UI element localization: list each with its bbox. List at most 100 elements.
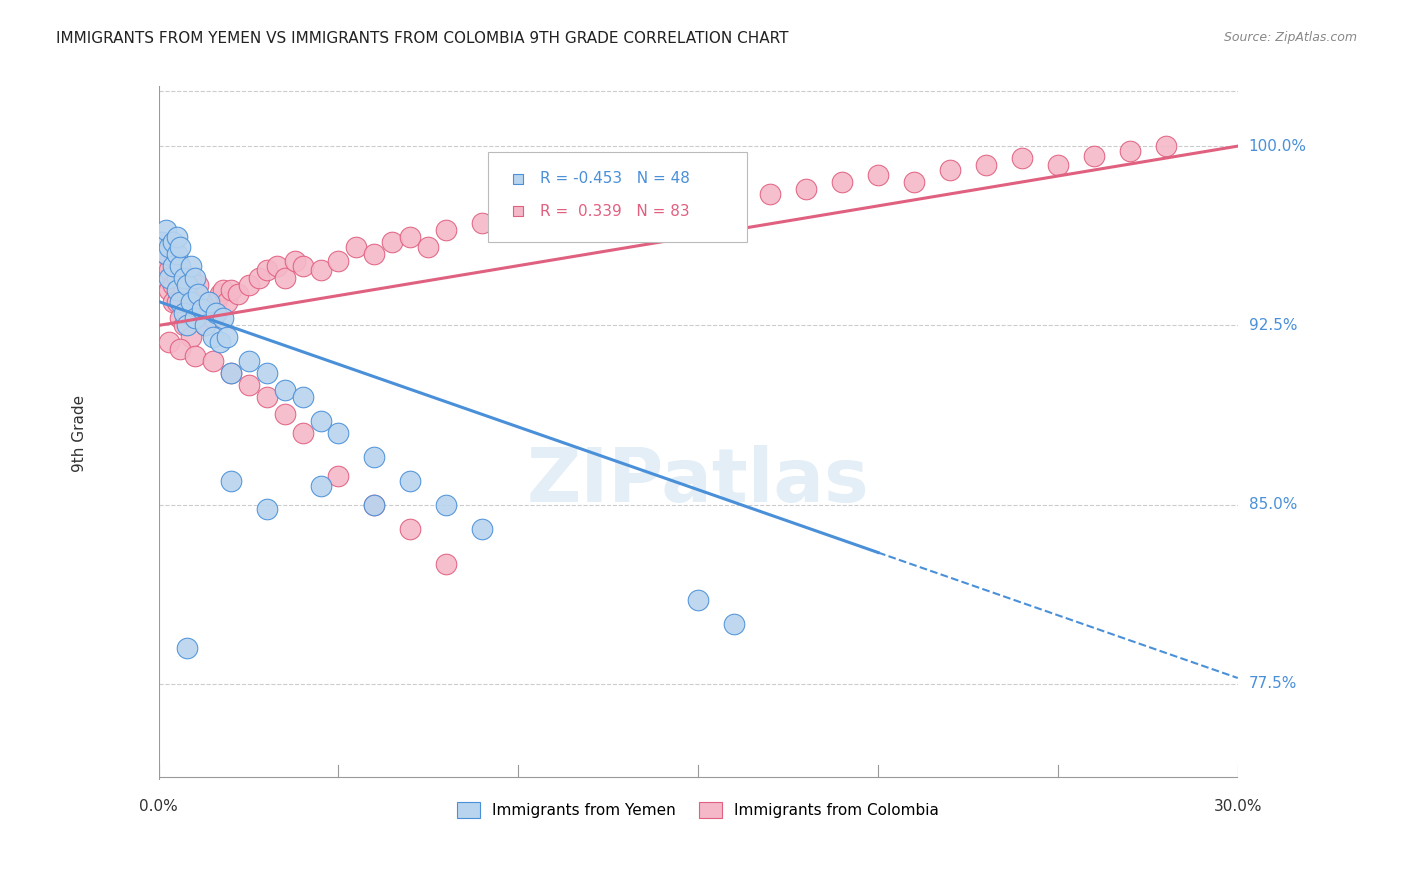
Point	[150, 246, 173, 260]
Point	[159, 239, 181, 253]
Point	[194, 318, 217, 333]
Point	[256, 366, 278, 380]
Point	[176, 306, 198, 320]
Point	[238, 378, 260, 392]
Text: 92.5%: 92.5%	[1249, 318, 1296, 333]
Point	[212, 283, 235, 297]
Point	[759, 186, 782, 201]
Point	[974, 158, 997, 172]
Text: R =  0.339   N = 83: R = 0.339 N = 83	[540, 203, 689, 219]
Point	[723, 206, 745, 220]
Point	[291, 259, 314, 273]
Point	[1346, 569, 1368, 583]
Point	[1154, 139, 1177, 153]
Point	[399, 474, 422, 488]
Point	[169, 259, 191, 273]
Point	[155, 223, 177, 237]
Point	[198, 301, 221, 316]
Point	[159, 263, 181, 277]
Point	[183, 311, 205, 326]
Point	[159, 283, 181, 297]
Point	[201, 354, 224, 368]
Point	[471, 522, 494, 536]
Point	[166, 294, 188, 309]
Text: 30.0%: 30.0%	[1213, 798, 1263, 814]
Point	[183, 294, 205, 309]
Point	[183, 311, 205, 326]
Point	[436, 498, 458, 512]
Point	[183, 350, 205, 364]
Point	[309, 478, 332, 492]
Point	[150, 235, 173, 249]
Point	[1346, 457, 1368, 471]
Point	[939, 163, 962, 178]
Point	[159, 270, 181, 285]
Point	[328, 425, 350, 440]
Point	[155, 246, 177, 260]
Point	[363, 498, 385, 512]
Point	[219, 366, 242, 380]
FancyBboxPatch shape	[488, 153, 747, 243]
Point	[155, 246, 177, 260]
Point	[176, 318, 198, 333]
Point	[381, 235, 404, 249]
Point	[173, 283, 195, 297]
Point	[794, 182, 817, 196]
Point	[291, 425, 314, 440]
Text: 85.0%: 85.0%	[1249, 497, 1296, 512]
Legend: Immigrants from Yemen, Immigrants from Colombia: Immigrants from Yemen, Immigrants from C…	[451, 796, 945, 824]
Point	[150, 235, 173, 249]
Point	[180, 259, 202, 273]
Point	[180, 270, 202, 285]
Point	[256, 390, 278, 404]
Text: 77.5%: 77.5%	[1249, 676, 1296, 691]
Point	[212, 311, 235, 326]
Point	[191, 306, 214, 320]
Point	[1119, 144, 1142, 158]
Point	[215, 294, 238, 309]
Point	[159, 335, 181, 350]
Point	[284, 253, 307, 268]
Text: 0.0%: 0.0%	[139, 798, 179, 814]
Point	[471, 216, 494, 230]
Point	[180, 330, 202, 344]
Point	[166, 270, 188, 285]
Point	[201, 311, 224, 326]
Point	[169, 263, 191, 277]
Point	[903, 175, 925, 189]
Point	[688, 192, 710, 206]
Point	[169, 343, 191, 357]
Point	[215, 330, 238, 344]
Point	[238, 354, 260, 368]
Point	[219, 283, 242, 297]
Point	[226, 287, 249, 301]
Point	[201, 330, 224, 344]
Point	[187, 287, 209, 301]
Point	[273, 407, 295, 421]
Point	[205, 294, 228, 309]
Point	[831, 175, 853, 189]
Point	[166, 230, 188, 244]
Point	[1011, 151, 1033, 165]
Point	[162, 259, 184, 273]
Text: ZIPatlas: ZIPatlas	[527, 445, 869, 518]
Point	[150, 253, 173, 268]
Point	[176, 641, 198, 656]
Point	[273, 383, 295, 397]
Point	[688, 593, 710, 607]
Point	[346, 239, 368, 253]
Point	[219, 474, 242, 488]
Point	[1046, 158, 1069, 172]
Point	[256, 502, 278, 516]
Point	[651, 199, 673, 213]
Point	[309, 414, 332, 428]
Point	[256, 263, 278, 277]
Point	[273, 270, 295, 285]
Point	[328, 469, 350, 483]
Point	[173, 306, 195, 320]
Point	[183, 270, 205, 285]
Point	[208, 335, 231, 350]
Point	[363, 246, 385, 260]
Point	[162, 294, 184, 309]
Point	[194, 318, 217, 333]
